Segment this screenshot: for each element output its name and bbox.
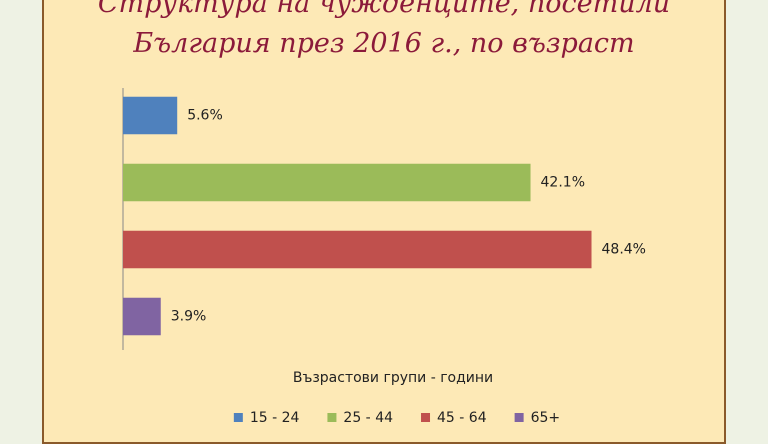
value-label: 48.4% [602,242,646,258]
bar [123,297,161,336]
chart-panel [42,0,726,444]
x-axis-title: Възрастови групи - години [293,370,493,386]
legend-swatch [421,413,431,422]
page: {"chart_data": {"type": "bar", "orientat… [42,0,726,444]
legend-swatch [233,413,243,422]
legend-label: 25 - 44 [343,410,393,426]
chart-title: Структура на чужденците, посетили Българ… [97,0,671,59]
value-label: 42.1% [541,175,585,191]
page-body: Структура на чужденците, посетили Българ… [42,0,726,444]
bar [123,163,531,202]
legend-swatch [327,413,337,422]
legend-label: 65+ [531,410,561,426]
legend-swatch [514,413,524,422]
chart: Възрастови групи - години 5.6% 42.1% 48.4%… [122,88,646,426]
value-label: 3.9% [171,309,207,325]
bar [123,230,592,269]
value-label: 5.6% [187,108,223,124]
legend-label: 45 - 64 [437,410,487,426]
bar [123,96,178,135]
legend-label: 15 - 24 [250,410,300,426]
